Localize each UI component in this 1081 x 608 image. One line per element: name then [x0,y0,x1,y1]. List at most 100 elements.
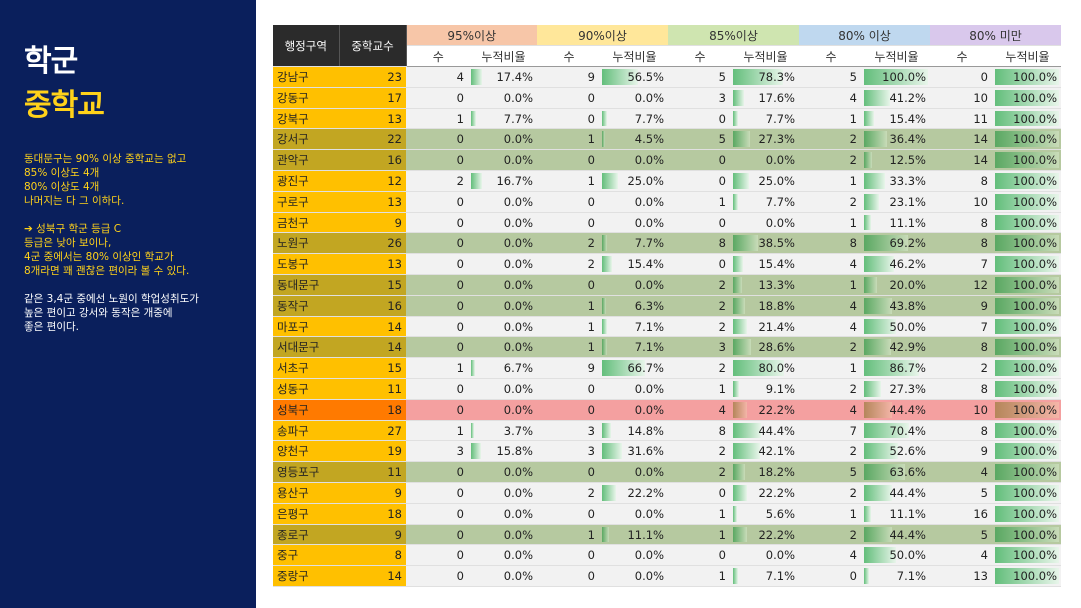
count-cell: 0 [537,212,601,234]
table-row: 강북구 13 1 7.7% 0 7.7% 0 7.7% 1 15.4% 11 100.0% [273,108,1061,130]
count-cell: 0 [406,503,470,525]
ratio-value: 0.0% [634,277,664,292]
table-row: 노원구 26 0 0.0% 2 7.7% 8 38.5% 8 69.2% 8 100.0% [273,232,1061,255]
ratio-value: 100.0% [1013,173,1057,188]
count-cell: 0 [537,544,601,567]
ratio-value: 7.7% [634,236,664,251]
data-bar [864,401,893,418]
count-cell: 0 [537,191,601,213]
cumulative-ratio-cell: 7.1% [863,565,930,588]
table-row: 성동구 11 0 0.0% 0 0.0% 1 9.1% 2 27.3% 8 100.0% [273,378,1061,400]
count-cell: 0 [668,253,732,276]
cumulative-ratio-cell: 12.5% [863,149,930,172]
count-cell: 0 [406,128,470,151]
note-line: 85% 이상도 4개 [24,167,100,179]
data-bar [733,526,748,543]
note-line: 8개라면 꽤 괜찮은 편이라 볼 수 있다. [24,265,190,277]
cumulative-ratio-cell: 0.0% [732,149,799,172]
count-cell: 3 [668,336,732,359]
ratio-value: 86.7% [889,361,926,376]
cumulative-ratio-cell: 0.0% [470,482,537,504]
data-bar [995,443,1059,460]
ratio-value: 0.0% [503,319,533,334]
cumulative-ratio-cell: 69.2% [863,232,930,255]
cumulative-ratio-cell: 100.0% [994,544,1061,567]
ratio-value: 22.2% [758,402,795,417]
count-cell: 0 [406,295,470,317]
count-cell: 2 [799,440,863,463]
cumulative-ratio-cell: 100.0% [994,232,1061,255]
ratio-value: 11.1% [889,506,926,521]
data-bar [864,131,888,148]
cumulative-ratio-cell: 43.8% [863,295,930,317]
district-name: 강북구 [273,108,339,130]
school-count: 13 [339,191,406,213]
cumulative-ratio-cell: 100.0% [994,440,1061,463]
ratio-value: 0.0% [634,548,664,563]
count-cell: 0 [406,336,470,359]
school-count: 27 [339,420,406,442]
table-row: 영등포구 11 0 0.0% 0 0.0% 2 18.2% 5 63.6% 4 100.0% [273,461,1061,484]
ratio-value: 44.4% [889,485,926,500]
count-cell: 5 [930,482,994,504]
data-bar [995,381,1059,397]
cumulative-ratio-cell: 38.5% [732,232,799,255]
count-cell: 5 [799,66,863,88]
ratio-value: 0.0% [503,381,533,396]
data-bar [602,526,610,543]
cumulative-ratio-cell: 41.2% [863,87,930,109]
count-cell: 3 [668,87,732,109]
ratio-value: 100.0% [1013,69,1057,84]
count-cell: 9 [930,295,994,317]
count-cell: 0 [406,274,470,296]
count-cell: 10 [930,191,994,213]
cumulative-ratio-cell: 0.0% [601,87,668,109]
cumulative-ratio-cell: 15.4% [863,108,930,130]
ratio-value: 100.0% [1013,257,1057,272]
ratio-value: 0.0% [634,90,664,105]
cumulative-ratio-cell: 7.1% [732,565,799,588]
cumulative-ratio-cell: 100.0% [994,565,1061,588]
cumulative-ratio-cell: 42.1% [732,440,799,463]
data-bar [733,505,737,522]
cumulative-ratio-cell: 15.4% [601,253,668,276]
ratio-value: 0.0% [503,527,533,542]
data-bar [995,131,1059,148]
school-count: 9 [339,524,406,546]
ratio-value: 0.0% [634,153,664,168]
district-name: 중랑구 [273,565,339,588]
data-bar [471,443,482,460]
school-count: 13 [339,253,406,276]
ratio-value: 7.7% [503,111,533,126]
cumulative-ratio-cell: 100.0% [994,253,1061,276]
cumulative-ratio-cell: 16.7% [470,170,537,192]
table-row: 중랑구 14 0 0.0% 0 0.0% 1 7.1% 0 7.1% 13 100.0% [273,565,1061,588]
cumulative-ratio-cell: 22.2% [732,399,799,421]
data-bar [602,339,607,356]
ratio-value: 80.0% [758,361,795,376]
count-cell: 12 [930,274,994,296]
ratio-value: 100.0% [882,69,926,84]
note-line: 나머지는 다 그 이하다. [24,195,125,207]
data-bar [864,485,893,501]
count-cell: 4 [406,66,470,88]
count-cell: 0 [406,565,470,588]
count-cell: 0 [668,108,732,130]
ratio-value: 0.0% [503,569,533,584]
cumulative-ratio-cell: 11.1% [863,503,930,525]
ratio-value: 33.3% [889,173,926,188]
data-bar [733,401,748,418]
data-bar [995,173,1059,189]
cumulative-ratio-cell: 13.3% [732,274,799,296]
table-row: 동대문구 15 0 0.0% 0 0.0% 2 13.3% 1 20.0% 12 100.0% [273,274,1061,296]
ratio-value: 0.0% [503,465,533,480]
count-cell: 1 [799,503,863,525]
cumulative-ratio-cell: 100.0% [994,108,1061,130]
cumulative-ratio-cell: 5.6% [732,503,799,525]
school-achievement-table: 행정구역 중학교수 95%이상 90%이상 85%이상 80% 이상 80% 미… [273,25,1061,588]
table-row: 도봉구 13 0 0.0% 2 15.4% 0 15.4% 4 46.2% 7 100.0% [273,253,1061,276]
ratio-value: 5.6% [765,506,795,521]
count-cell: 0 [668,212,732,234]
district-name: 강서구 [273,128,339,151]
subheader-count: 수 [799,45,863,68]
